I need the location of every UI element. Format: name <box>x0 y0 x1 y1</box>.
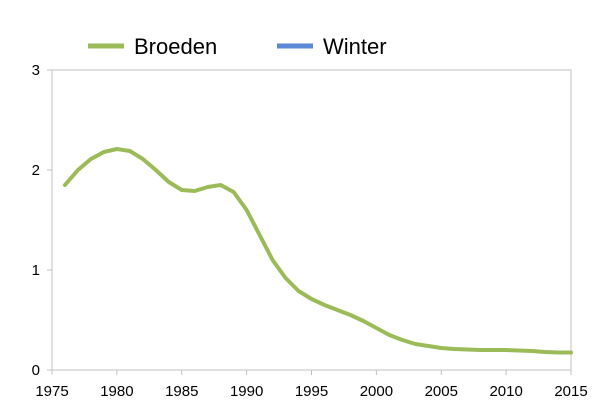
x-tick-label: 1980 <box>100 383 133 400</box>
series-line-broeden <box>62 147 573 355</box>
plot-area <box>51 69 572 371</box>
x-tick-label: 1985 <box>165 383 198 400</box>
y-tick-label: 3 <box>32 62 40 79</box>
y-tick-label: 1 <box>32 262 40 279</box>
x-tick-label: 1990 <box>230 383 263 400</box>
series-layer <box>62 147 573 355</box>
y-tick-label: 0 <box>32 362 40 379</box>
plot-frame <box>51 69 572 371</box>
legend: Broeden Winter <box>88 34 387 59</box>
y-tick-label: 2 <box>32 162 40 179</box>
x-tick-label: 2005 <box>425 383 458 400</box>
legend-label-winter: Winter <box>323 34 387 59</box>
y-axis: 0 1 2 3 <box>32 62 52 379</box>
x-tick-label: 1995 <box>295 383 328 400</box>
legend-label-broeden: Broeden <box>134 34 217 59</box>
x-tick-label: 2015 <box>554 383 587 400</box>
x-tick-label: 1975 <box>35 383 68 400</box>
x-tick-label: 2000 <box>360 383 393 400</box>
x-tick-label: 2010 <box>489 383 522 400</box>
x-axis: 1975 1980 1985 1990 1995 2000 2005 2010 2015 <box>35 370 588 400</box>
